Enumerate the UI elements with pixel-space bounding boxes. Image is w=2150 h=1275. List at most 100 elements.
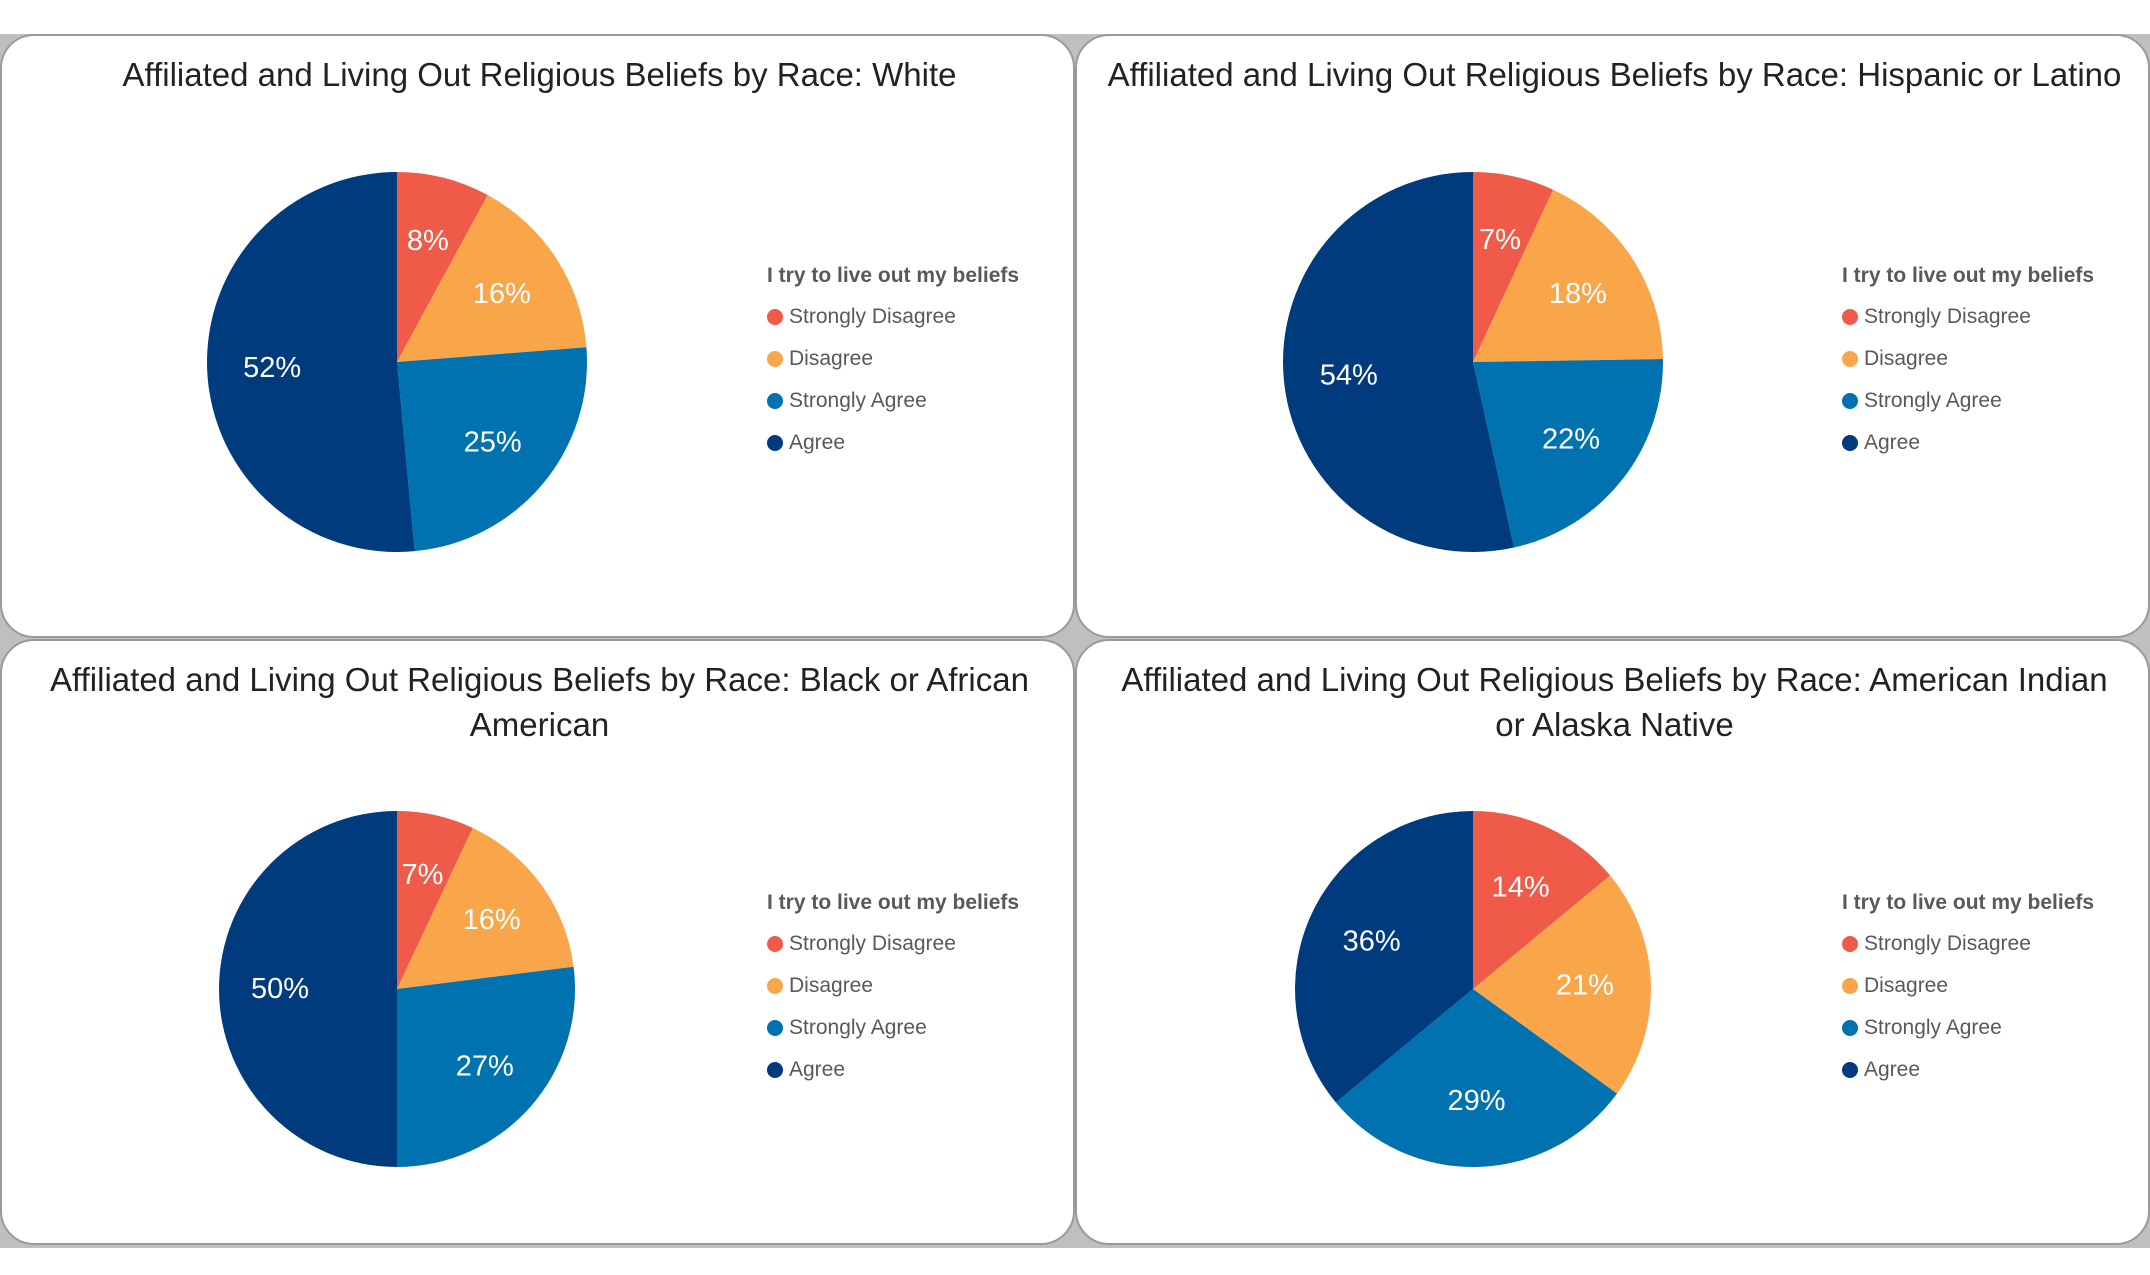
- legend-item-agree: Agree: [1842, 422, 2142, 464]
- slice-data-label: 36%: [1343, 925, 1401, 957]
- slice-data-label: 14%: [1492, 872, 1550, 904]
- legend-label: Strongly Agree: [789, 1016, 927, 1039]
- pie-slice-strongly-agree: [397, 966, 576, 1167]
- pie-slice-disagree: [1473, 875, 1651, 1094]
- pie-slice-strongly-disagree: [397, 172, 488, 362]
- pie-slice-agree: [207, 172, 415, 552]
- legend-swatch: [1842, 309, 1858, 325]
- chart-title: Affiliated and Living Out Religious Beli…: [1107, 56, 2122, 93]
- legend-label: Disagree: [789, 974, 874, 997]
- pie-chart-black-african-american: 7% 16% 27% 50%: [219, 811, 576, 1167]
- legend-item-strongly-agree: Strongly Agree: [767, 380, 1067, 422]
- legend-item-disagree: Disagree: [767, 338, 1067, 380]
- pie-slice-disagree: [397, 195, 587, 362]
- legend-label: Strongly Disagree: [789, 932, 956, 955]
- legend-item-agree: Agree: [767, 1049, 1067, 1091]
- pie-slice-strongly-disagree: [1473, 811, 1611, 989]
- legend-label: Agree: [789, 431, 846, 454]
- legend-swatch: [767, 1020, 783, 1036]
- chart-title: Affiliated and Living Out Religious Beli…: [1121, 661, 2108, 743]
- legend-label: Strongly Agree: [1864, 389, 2002, 412]
- legend-item-strongly-disagree: Strongly Disagree: [767, 296, 1067, 338]
- legend-label: Agree: [1864, 1058, 1921, 1081]
- legend-label: Disagree: [1864, 974, 1949, 997]
- slice-data-label: 21%: [1556, 969, 1614, 1001]
- legend-item-strongly-agree: Strongly Agree: [1842, 380, 2142, 422]
- legend-swatch: [767, 351, 783, 367]
- chart-title: Affiliated and Living Out Religious Beli…: [122, 56, 957, 93]
- legend-item-disagree: Disagree: [767, 965, 1067, 1007]
- legend-swatch: [767, 978, 783, 994]
- legend-label: Strongly Disagree: [789, 305, 956, 328]
- slice-data-label: 27%: [456, 1050, 514, 1082]
- legend-item-disagree: Disagree: [1842, 965, 2142, 1007]
- slice-data-label: 18%: [1549, 278, 1607, 310]
- legend-swatch: [1842, 435, 1858, 451]
- pie-slice-disagree: [397, 827, 574, 989]
- legend-swatch: [767, 435, 783, 451]
- legend-title: I try to live out my beliefs: [1842, 264, 2095, 287]
- legend-swatch: [1842, 1062, 1858, 1078]
- chart-panel-american-indian-alaska-native: Affiliated and Living Out Religious Beli…: [1075, 639, 2150, 1245]
- pie-slice-strongly-agree: [1335, 989, 1618, 1167]
- legend-title: I try to live out my beliefs: [767, 264, 1020, 287]
- chart-legend: I try to live out my beliefs Strongly Di…: [767, 264, 1067, 464]
- slice-data-label: 16%: [473, 278, 531, 310]
- chart-title: Affiliated and Living Out Religious Beli…: [50, 661, 1029, 743]
- legend-label: Agree: [789, 1058, 846, 1081]
- slice-data-label: 7%: [1479, 224, 1521, 256]
- pie-chart-american-indian-alaska-native: 14% 21% 29% 36%: [1295, 811, 1651, 1167]
- slice-data-label: 22%: [1542, 424, 1600, 456]
- slice-data-label: 16%: [463, 904, 521, 936]
- legend-label: Disagree: [789, 347, 874, 370]
- legend-item-agree: Agree: [1842, 1049, 2142, 1091]
- chart-panel-white: Affiliated and Living Out Religious Beli…: [0, 34, 1075, 638]
- legend-item-strongly-disagree: Strongly Disagree: [1842, 296, 2142, 338]
- chart-legend: I try to live out my beliefs Strongly Di…: [1842, 891, 2142, 1091]
- legend-item-strongly-agree: Strongly Agree: [767, 1007, 1067, 1049]
- pie-slice-agree: [1283, 172, 1515, 552]
- legend-swatch: [1842, 978, 1858, 994]
- legend-swatch: [1842, 1020, 1858, 1036]
- pie-slice-agree: [219, 811, 397, 1167]
- legend-swatch: [1842, 393, 1858, 409]
- legend-label: Strongly Agree: [789, 389, 927, 412]
- slice-data-label: 29%: [1447, 1085, 1505, 1117]
- slice-data-label: 50%: [251, 973, 309, 1005]
- slice-data-label: 7%: [402, 859, 444, 891]
- legend-title: I try to live out my beliefs: [767, 891, 1020, 914]
- pie-slice-strongly-disagree: [397, 811, 473, 989]
- chart-legend: I try to live out my beliefs Strongly Di…: [767, 891, 1067, 1091]
- legend-item-agree: Agree: [767, 422, 1067, 464]
- slice-data-label: 54%: [1320, 360, 1378, 392]
- legend-label: Strongly Disagree: [1864, 932, 2031, 955]
- slice-data-label: 52%: [243, 352, 301, 384]
- pie-slice-strongly-disagree: [1473, 172, 1554, 362]
- pie-chart-hispanic-latino: 7% 18% 22% 54%: [1283, 172, 1663, 552]
- legend-label: Agree: [1864, 431, 1921, 454]
- legend-swatch: [767, 1062, 783, 1078]
- chart-panel-black-african-american: Affiliated and Living Out Religious Beli…: [0, 639, 1075, 1245]
- pie-chart-white: 8% 16% 25% 52%: [207, 172, 587, 552]
- legend-label: Strongly Disagree: [1864, 305, 2031, 328]
- slice-data-label: 25%: [464, 427, 522, 459]
- legend-item-strongly-disagree: Strongly Disagree: [767, 923, 1067, 965]
- legend-title: I try to live out my beliefs: [1842, 891, 2095, 914]
- legend-swatch: [767, 309, 783, 325]
- legend-item-strongly-disagree: Strongly Disagree: [1842, 923, 2142, 965]
- pie-slice-agree: [1295, 811, 1473, 1103]
- pie-slice-disagree: [1473, 189, 1663, 362]
- legend-swatch: [767, 936, 783, 952]
- legend-swatch: [1842, 936, 1858, 952]
- chart-legend: I try to live out my beliefs Strongly Di…: [1842, 264, 2142, 464]
- legend-item-strongly-agree: Strongly Agree: [1842, 1007, 2142, 1049]
- legend-swatch: [1842, 351, 1858, 367]
- pie-slice-strongly-agree: [397, 347, 587, 552]
- legend-label: Disagree: [1864, 347, 1949, 370]
- chart-panel-hispanic-latino: Affiliated and Living Out Religious Beli…: [1075, 34, 2150, 638]
- legend-item-disagree: Disagree: [1842, 338, 2142, 380]
- slice-data-label: 8%: [407, 225, 449, 257]
- legend-label: Strongly Agree: [1864, 1016, 2002, 1039]
- pie-slice-strongly-agree: [1473, 359, 1663, 548]
